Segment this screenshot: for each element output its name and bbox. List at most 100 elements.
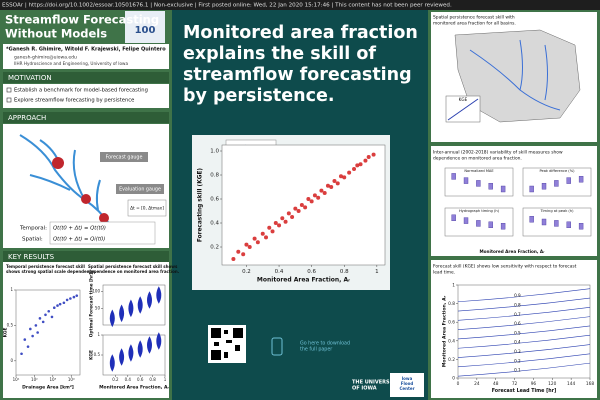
box [529,185,534,193]
iowa-map [454,29,581,123]
box [451,214,456,222]
point [62,301,66,305]
x-tick-label: 168 [586,381,594,387]
section-header [3,251,169,262]
contour-label: 0.8 [514,303,521,308]
point [41,320,45,324]
section-heading: KEY RESULTS [8,253,55,261]
point [273,221,278,225]
point [303,205,308,210]
box [566,177,571,184]
bullet-text: Establish a benchmark for model-based fo… [14,88,148,94]
y-tick-label: 0.6 [448,320,455,326]
label: Evaluation gauge [119,187,161,193]
x-tick-label: 10³ [49,377,56,382]
y-tick-label: 0.2 [448,357,455,363]
point [358,162,363,167]
poster-title: Without Models [5,27,107,41]
x-tick-label: 10² [31,377,38,382]
caption: lead time. [433,270,455,276]
x-tick-label: 1 [164,377,167,382]
box [500,185,506,193]
label: Forecast gauge [106,155,143,161]
point [319,188,324,193]
equation: Qt(t0 + Δt) = Qi(t0) [53,237,105,243]
equation-box [49,221,156,245]
box [476,180,481,187]
equation: Δt = [0, Δtmax] [130,206,164,212]
x-tick-label: 0.2 [242,269,251,275]
point [322,191,327,195]
mini-plot-title: Hydrograph timing (h) [459,209,500,213]
point [366,155,371,159]
banner-text: ESSOAr | https://doi.org/10.1002/essoar.… [2,3,452,9]
gauge [81,194,91,204]
point [72,295,76,299]
affiliation: IIHR Hydroscience and Engineering, Unive… [14,61,128,66]
y-tick-label: 0.5 [7,322,14,327]
violin [128,299,134,318]
x-tick-label: 120 [548,381,556,387]
logo-text: 100 [135,25,156,36]
box [578,175,584,183]
point [44,313,47,317]
y-tick-label: 1 [10,287,13,292]
caption: Inter-annual (2002-2018) variability of … [433,150,563,156]
x-tick-label: 0.2 [112,377,119,382]
violin [119,348,125,366]
map-rivers [469,39,561,111]
point [280,216,285,221]
contour-line [457,344,591,358]
box [463,177,469,184]
y-tick-label: 0 [452,376,455,382]
banner [0,0,600,10]
violin [109,309,115,328]
contour-line [457,362,591,377]
caption: dependence on monitored area fraction. [88,269,180,274]
gauge [52,157,64,169]
gauge [99,213,109,223]
headline: streamflow forecasting [183,65,412,85]
y-axis-label: Optimal Forecast time [hr] [89,273,95,337]
point [316,195,321,200]
ifc-logo [390,373,424,397]
x-tick-label: 72 [512,381,518,387]
caption: monitored area fraction for all basins. [433,21,516,27]
x-tick-label: 1 [375,269,379,275]
point [247,245,252,249]
y-tick-label: 0.2 [210,245,219,251]
x-tick-label: 48 [493,381,499,387]
x-axis-label: Monitored Area Fraction, Aᵣ [257,277,350,284]
point [241,252,246,257]
caption: Spatial persistence forecast skill with [433,15,515,21]
point [342,175,347,180]
point [50,315,54,319]
motivation-panel [3,84,169,108]
point [332,179,337,183]
x-tick-label: 0.8 [149,377,156,382]
ifc-logo-text: Flood [401,381,414,386]
caption: dependence on monitored area fraction. [433,156,522,162]
contour-line [457,353,591,368]
point [260,231,265,236]
contour-line [457,288,591,303]
violin [156,286,162,304]
contour-line [457,297,591,312]
point [244,242,249,247]
point [264,235,269,240]
x-tick-label: 24 [474,381,480,387]
x-tick-label: 10⁴ [68,377,75,382]
point [283,219,288,224]
point [65,298,69,302]
point [29,327,32,331]
violin [128,344,134,362]
email: ganesh-ghimire@uiowa.edu [14,55,77,61]
point [47,309,51,313]
violin [119,304,125,323]
box [500,222,506,230]
equation-label: Spatial: [22,237,43,243]
section-header [3,112,169,123]
author-panel [3,44,169,69]
headline: explains the skill of [183,44,376,64]
